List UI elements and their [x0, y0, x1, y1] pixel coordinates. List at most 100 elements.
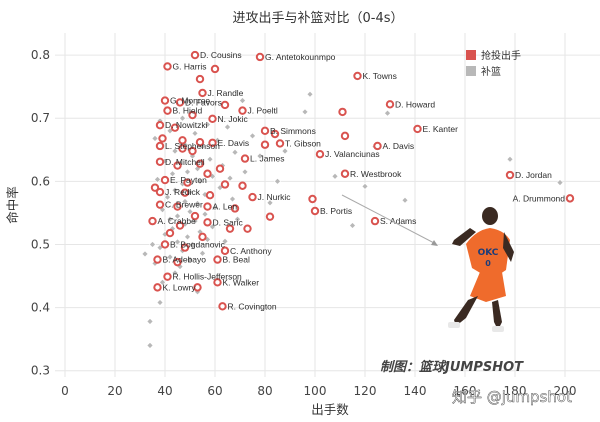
point-early-shot	[373, 141, 382, 151]
point-label: R. Hollis-Jefferson	[173, 272, 243, 282]
point-early-shot	[340, 169, 350, 178]
point-putback	[171, 269, 179, 277]
point-label: J. Randle	[208, 88, 244, 98]
x-tick-label: 140	[404, 384, 427, 398]
point-putback	[186, 256, 194, 264]
point-early-shot	[155, 200, 165, 209]
point-early-shot	[183, 178, 192, 187]
point-early-shot	[260, 140, 270, 149]
zhihu-watermark: 知乎 @jumpshot	[452, 388, 572, 406]
watermark-brand: 篮球JUMPSHOT	[419, 359, 524, 375]
point-putback	[181, 198, 189, 205]
point-label: B. Adebayo	[163, 255, 207, 265]
point-label: D. Saric	[213, 217, 244, 227]
point-putback	[384, 109, 391, 117]
point-label: D. Mitchell	[165, 157, 205, 167]
point-putback	[191, 129, 199, 137]
point-label: B. Portis	[320, 206, 352, 216]
point-label: L. Stephenson	[165, 141, 220, 151]
x-tick-label: 80	[257, 384, 272, 398]
point-label: A. Crabbe	[158, 216, 197, 226]
point-early-shot	[203, 169, 212, 178]
point-putback	[189, 241, 196, 248]
grid	[55, 33, 600, 377]
point-early-shot	[198, 88, 207, 98]
point-putback	[151, 134, 159, 142]
point-early-shot	[215, 164, 225, 173]
point-early-shot	[505, 170, 515, 180]
point-label: D. Favors	[185, 97, 222, 107]
point-early-shot	[225, 224, 235, 233]
point-label: D. Nowitzki	[165, 120, 208, 130]
point-early-shot	[150, 183, 160, 192]
point-early-shot	[220, 100, 230, 110]
point-early-shot	[260, 126, 270, 136]
point-early-shot	[173, 257, 182, 267]
point-putback	[209, 223, 216, 231]
point-putback	[156, 299, 164, 306]
x-tick-label: 20	[107, 384, 122, 398]
point-label: A. Drummond	[513, 193, 566, 203]
point-early-shot	[265, 212, 275, 221]
point-putback	[239, 97, 246, 104]
point-early-shot	[178, 144, 187, 153]
point-early-shot	[148, 216, 157, 226]
point-putback	[174, 212, 181, 220]
point-putback	[199, 249, 206, 257]
point-early-shot	[155, 120, 165, 130]
point-label: B. Bogdanovic	[170, 239, 226, 249]
point-early-shot	[565, 194, 575, 203]
point-putback	[226, 174, 234, 182]
point-putback	[281, 147, 289, 155]
point-putback	[186, 208, 194, 216]
y-tick-label: 0.3	[31, 364, 50, 378]
point-label: D. Jordan	[515, 170, 552, 180]
point-putback	[331, 172, 339, 180]
point-early-shot	[153, 255, 162, 264]
point-putback	[179, 114, 186, 122]
point-putback	[196, 177, 204, 185]
x-tick-label: 100	[304, 384, 327, 398]
point-early-shot	[155, 157, 165, 166]
point-early-shot	[413, 124, 422, 134]
y-tick-label: 0.8	[31, 48, 50, 62]
legend: 抢投出手 补篮	[466, 49, 521, 78]
point-label: E. Payton	[170, 175, 207, 185]
point-putback	[241, 168, 249, 176]
point-label: T. Gibson	[285, 138, 321, 148]
point-early-shot	[193, 283, 202, 292]
point-early-shot	[160, 240, 170, 249]
point-early-shot	[218, 302, 227, 311]
point-early-shot	[195, 137, 205, 147]
point-early-shot	[370, 216, 380, 226]
point-putback	[231, 148, 239, 156]
point-putback	[201, 210, 209, 218]
point-early-shot	[188, 146, 197, 156]
point-putback	[234, 215, 241, 223]
point-early-shot	[175, 98, 185, 107]
point-early-shot	[255, 52, 265, 62]
legend-swatch-gray	[466, 66, 476, 76]
point-label: B. Hield	[173, 106, 203, 116]
point-putback	[256, 152, 264, 160]
point-early-shot	[210, 64, 220, 74]
point-label: C. Anthony	[230, 246, 272, 256]
point-early-shot	[238, 106, 247, 115]
x-tick-label: 60	[207, 384, 222, 398]
point-label: B. Beal	[223, 255, 251, 265]
point-putback	[211, 204, 219, 212]
point-label: D. Cousins	[200, 50, 242, 60]
point-early-shot	[190, 50, 200, 60]
point-early-shot	[163, 106, 172, 115]
point-putback	[221, 237, 229, 245]
point-putback	[166, 215, 174, 223]
x-tick-label: 180	[504, 384, 527, 398]
point-putback	[349, 222, 356, 229]
point-early-shot	[338, 107, 347, 117]
point-early-shot	[195, 74, 205, 84]
point-early-shot	[203, 218, 212, 227]
point-label: R. Covington	[228, 301, 277, 311]
point-label: G. Antetokounmpo	[265, 52, 336, 62]
point-putback	[184, 233, 191, 241]
x-axis-label: 出手数	[311, 402, 349, 417]
